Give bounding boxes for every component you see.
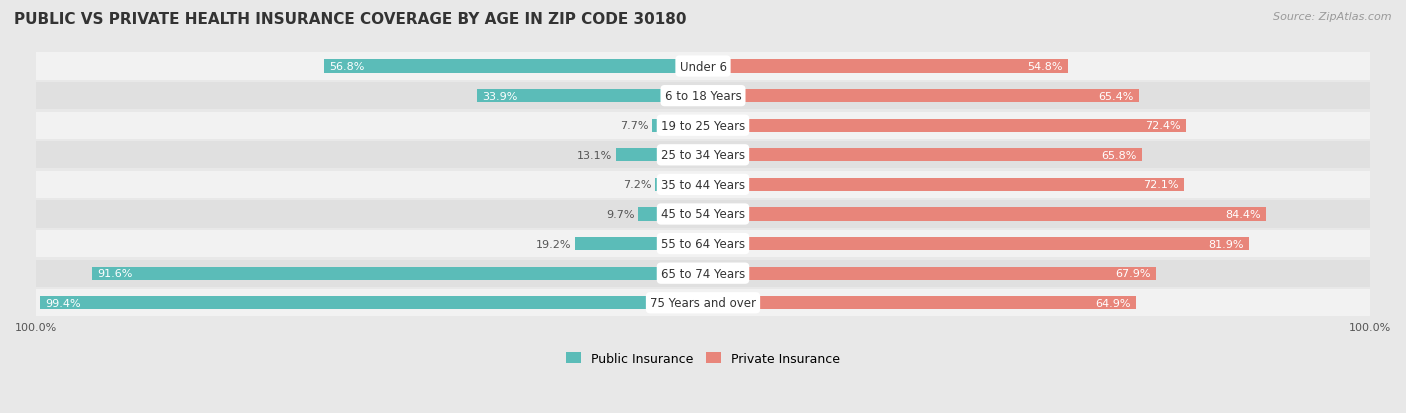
Text: 72.4%: 72.4% [1144,121,1181,131]
FancyBboxPatch shape [703,208,1265,221]
Text: 7.7%: 7.7% [620,121,648,131]
FancyBboxPatch shape [37,260,1369,287]
FancyBboxPatch shape [37,201,1369,228]
FancyBboxPatch shape [703,119,1185,133]
Text: 75 Years and over: 75 Years and over [650,297,756,309]
Text: 7.2%: 7.2% [623,180,651,190]
FancyBboxPatch shape [477,90,703,103]
FancyBboxPatch shape [37,112,1369,140]
Text: 72.1%: 72.1% [1143,180,1178,190]
Text: PUBLIC VS PRIVATE HEALTH INSURANCE COVERAGE BY AGE IN ZIP CODE 30180: PUBLIC VS PRIVATE HEALTH INSURANCE COVER… [14,12,686,27]
Text: 55 to 64 Years: 55 to 64 Years [661,237,745,250]
FancyBboxPatch shape [703,149,1142,162]
Text: 33.9%: 33.9% [482,91,517,102]
FancyBboxPatch shape [703,297,1136,310]
FancyBboxPatch shape [37,230,1369,258]
Text: 45 to 54 Years: 45 to 54 Years [661,208,745,221]
FancyBboxPatch shape [703,267,1156,280]
FancyBboxPatch shape [37,53,1369,81]
FancyBboxPatch shape [41,297,703,310]
FancyBboxPatch shape [93,267,703,280]
Text: 19 to 25 Years: 19 to 25 Years [661,119,745,133]
Text: 56.8%: 56.8% [329,62,366,72]
FancyBboxPatch shape [37,142,1369,169]
Text: 35 to 44 Years: 35 to 44 Years [661,178,745,192]
Text: 67.9%: 67.9% [1115,268,1150,278]
Text: Under 6: Under 6 [679,60,727,74]
FancyBboxPatch shape [703,60,1069,74]
Text: 9.7%: 9.7% [606,209,636,219]
FancyBboxPatch shape [616,149,703,162]
FancyBboxPatch shape [655,178,703,192]
Text: Source: ZipAtlas.com: Source: ZipAtlas.com [1274,12,1392,22]
Text: 13.1%: 13.1% [576,150,612,160]
FancyBboxPatch shape [37,290,1369,317]
Text: 54.8%: 54.8% [1028,62,1063,72]
Text: 81.9%: 81.9% [1208,239,1244,249]
Text: 6 to 18 Years: 6 to 18 Years [665,90,741,103]
Text: 84.4%: 84.4% [1225,209,1261,219]
Text: 64.9%: 64.9% [1095,298,1130,308]
FancyBboxPatch shape [651,119,703,133]
FancyBboxPatch shape [638,208,703,221]
Text: 25 to 34 Years: 25 to 34 Years [661,149,745,162]
Text: 91.6%: 91.6% [97,268,132,278]
Text: 19.2%: 19.2% [536,239,572,249]
FancyBboxPatch shape [703,90,1139,103]
FancyBboxPatch shape [37,83,1369,110]
Text: 65 to 74 Years: 65 to 74 Years [661,267,745,280]
FancyBboxPatch shape [703,178,1184,192]
FancyBboxPatch shape [575,237,703,251]
Text: 65.8%: 65.8% [1101,150,1136,160]
FancyBboxPatch shape [703,237,1249,251]
FancyBboxPatch shape [325,60,703,74]
Text: 65.4%: 65.4% [1098,91,1133,102]
Text: 99.4%: 99.4% [45,298,82,308]
FancyBboxPatch shape [37,171,1369,199]
Legend: Public Insurance, Private Insurance: Public Insurance, Private Insurance [561,347,845,370]
